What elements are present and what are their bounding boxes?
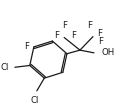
Text: OH: OH: [101, 48, 115, 57]
Text: F: F: [63, 21, 68, 30]
Text: F: F: [71, 31, 76, 40]
Text: F: F: [24, 41, 29, 51]
Text: Cl: Cl: [0, 63, 8, 72]
Text: F: F: [87, 21, 92, 30]
Text: Cl: Cl: [31, 96, 39, 105]
Text: F: F: [97, 29, 102, 38]
Text: F: F: [54, 31, 60, 40]
Text: F: F: [98, 37, 103, 46]
